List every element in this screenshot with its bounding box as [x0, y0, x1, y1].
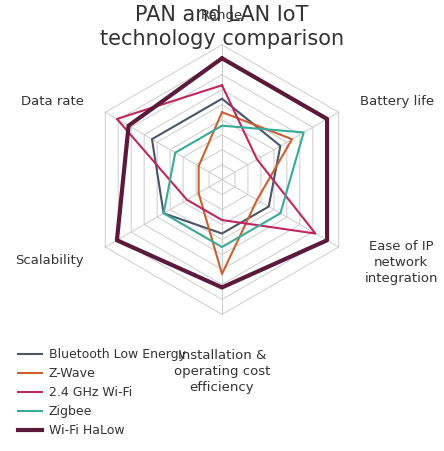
Text: Ease of IP
network
integration: Ease of IP network integration [365, 240, 438, 285]
Text: Bluetooth Low Energy: Bluetooth Low Energy [49, 348, 186, 360]
Text: Z-Wave: Z-Wave [49, 367, 95, 379]
Text: Data rate: Data rate [21, 94, 84, 107]
Text: Battery life: Battery life [360, 94, 434, 107]
Text: Range: Range [201, 9, 243, 22]
Text: 2.4 GHz Wi-Fi: 2.4 GHz Wi-Fi [49, 386, 132, 398]
Text: Installation &
operating cost
efficiency: Installation & operating cost efficiency [174, 348, 270, 393]
Text: PAN and LAN IoT
technology comparison: PAN and LAN IoT technology comparison [100, 5, 344, 49]
Text: Scalability: Scalability [16, 253, 84, 266]
Text: Zigbee: Zigbee [49, 405, 92, 417]
Text: Wi-Fi HaLow: Wi-Fi HaLow [49, 423, 124, 436]
